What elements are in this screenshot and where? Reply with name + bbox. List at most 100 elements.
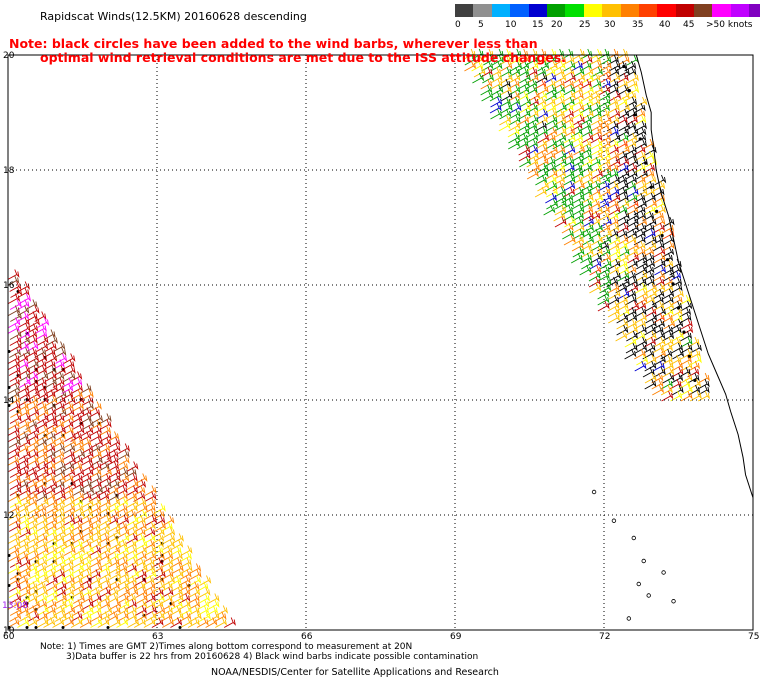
wind-barb bbox=[25, 545, 38, 556]
wind-barb bbox=[161, 605, 174, 616]
wind-barb bbox=[634, 306, 647, 318]
wind-barb bbox=[54, 587, 67, 598]
contamination-circle bbox=[633, 113, 637, 117]
wind-barb bbox=[180, 563, 193, 574]
lat-tick-label: 12 bbox=[3, 511, 15, 521]
wind-barb bbox=[670, 312, 683, 324]
wind-barb bbox=[625, 228, 638, 240]
wind-barb bbox=[36, 521, 48, 532]
contamination-circle bbox=[178, 626, 182, 629]
wind-barb bbox=[18, 593, 31, 604]
wind-barb bbox=[625, 174, 638, 186]
wind-barb bbox=[44, 437, 57, 448]
wind-barb bbox=[16, 467, 29, 478]
wind-barb bbox=[599, 54, 612, 66]
wind-barb bbox=[615, 330, 628, 342]
wind-barb bbox=[43, 569, 56, 580]
wind-barb bbox=[53, 473, 66, 484]
wind-barb bbox=[89, 419, 102, 430]
wind-barb bbox=[134, 521, 147, 532]
wind-barb bbox=[644, 372, 657, 384]
wind-barb bbox=[134, 569, 147, 580]
wind-barb bbox=[63, 503, 76, 514]
wind-barb bbox=[608, 312, 620, 324]
wind-barb bbox=[508, 132, 521, 144]
wind-barb bbox=[652, 384, 665, 396]
wind-barb bbox=[651, 294, 664, 306]
wind-barb bbox=[634, 348, 646, 360]
wind-barb bbox=[54, 425, 67, 436]
wind-barb bbox=[618, 120, 631, 132]
wind-barb bbox=[669, 324, 682, 336]
wind-barb bbox=[617, 90, 630, 102]
wind-barb bbox=[618, 276, 630, 288]
wind-barb bbox=[544, 174, 557, 186]
wind-barb bbox=[152, 527, 165, 538]
wind-barb bbox=[472, 72, 485, 84]
contamination-circle bbox=[644, 161, 648, 165]
wind-barb bbox=[16, 359, 29, 370]
wind-barb bbox=[117, 575, 130, 586]
wind-barb bbox=[53, 431, 66, 442]
wind-barb bbox=[63, 545, 76, 556]
wind-barb bbox=[108, 545, 121, 556]
wind-barb bbox=[642, 348, 655, 360]
wind-barb bbox=[89, 503, 102, 514]
wind-barb bbox=[554, 192, 567, 204]
wind-barb bbox=[71, 569, 84, 580]
wind-barb bbox=[18, 323, 31, 334]
wind-barb bbox=[34, 473, 47, 484]
wind-barb bbox=[599, 258, 612, 270]
wind-barb bbox=[580, 180, 593, 192]
wind-barb bbox=[43, 389, 56, 400]
wind-barb bbox=[616, 162, 629, 174]
wind-barb bbox=[543, 204, 556, 216]
wind-barb bbox=[571, 60, 584, 72]
wind-barb bbox=[72, 443, 85, 454]
wind-barb bbox=[680, 348, 693, 360]
wind-barb bbox=[124, 593, 137, 604]
lon-tick-label: 72 bbox=[599, 632, 611, 642]
wind-barb bbox=[142, 557, 155, 568]
wind-barb bbox=[34, 377, 47, 388]
wind-barb bbox=[526, 114, 539, 126]
wind-barb bbox=[89, 515, 102, 526]
wind-barb bbox=[615, 174, 628, 186]
wind-barb bbox=[598, 222, 611, 234]
wind-barb bbox=[626, 324, 639, 336]
wind-barb bbox=[625, 312, 638, 324]
wind-barb bbox=[43, 443, 56, 454]
wind-barb bbox=[45, 497, 58, 508]
wind-barb bbox=[187, 617, 200, 628]
wind-barb bbox=[97, 617, 110, 628]
wind-barb bbox=[97, 527, 110, 538]
wind-barb bbox=[597, 240, 610, 252]
wind-barb bbox=[645, 156, 658, 168]
scale-swatch bbox=[565, 4, 584, 17]
wind-barb bbox=[27, 425, 40, 436]
wind-barb bbox=[36, 497, 49, 508]
wind-barb bbox=[626, 156, 639, 168]
wind-barb bbox=[153, 515, 166, 526]
wind-barb bbox=[579, 240, 592, 252]
wind-barb bbox=[662, 240, 675, 252]
lat-lon-grid bbox=[8, 55, 753, 630]
wind-barb bbox=[53, 527, 66, 538]
wind-barb bbox=[606, 120, 619, 132]
wind-barb bbox=[179, 557, 192, 568]
wind-barb bbox=[44, 599, 57, 610]
wind-barb bbox=[588, 72, 601, 84]
wind-barb bbox=[652, 360, 665, 372]
wind-barb bbox=[36, 407, 49, 418]
wind-barb bbox=[607, 294, 620, 306]
wind-barb bbox=[36, 389, 49, 400]
wind-barb bbox=[144, 545, 157, 556]
wind-barb bbox=[671, 318, 684, 330]
wind-barb bbox=[652, 240, 665, 252]
wind-barb bbox=[106, 449, 119, 460]
wind-barb bbox=[635, 336, 648, 348]
wind-barb bbox=[617, 156, 630, 168]
wind-barb bbox=[633, 174, 646, 186]
wind-barb bbox=[144, 497, 157, 508]
wind-barb bbox=[27, 503, 40, 514]
